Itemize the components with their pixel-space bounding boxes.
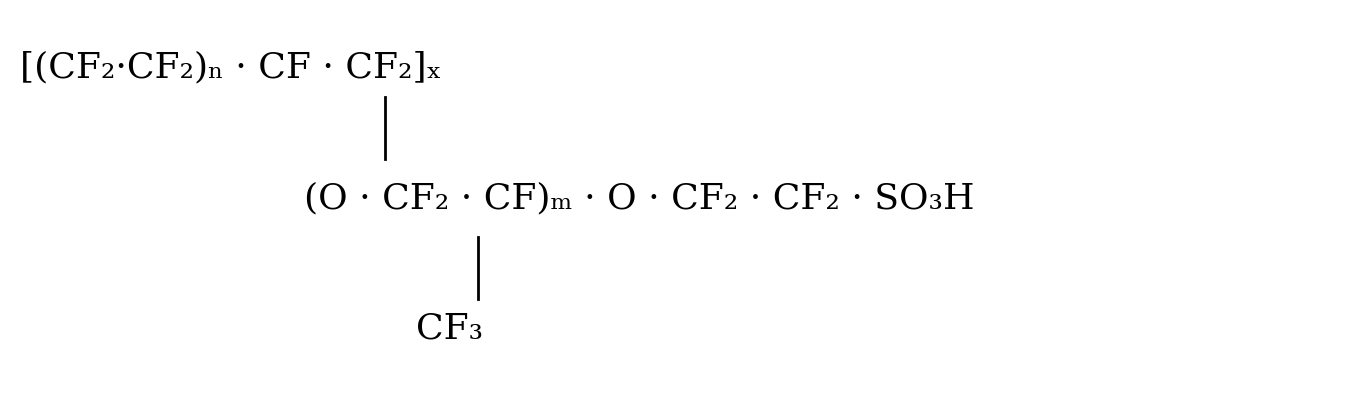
Text: [(CF₂·CF₂)ₙ · CF · CF₂]ₓ: [(CF₂·CF₂)ₙ · CF · CF₂]ₓ bbox=[20, 51, 441, 84]
Text: (O · CF₂ · CF)ₘ · O · CF₂ · CF₂ · SO₃H: (O · CF₂ · CF)ₘ · O · CF₂ · CF₂ · SO₃H bbox=[304, 181, 975, 215]
Text: CF₃: CF₃ bbox=[416, 312, 483, 345]
